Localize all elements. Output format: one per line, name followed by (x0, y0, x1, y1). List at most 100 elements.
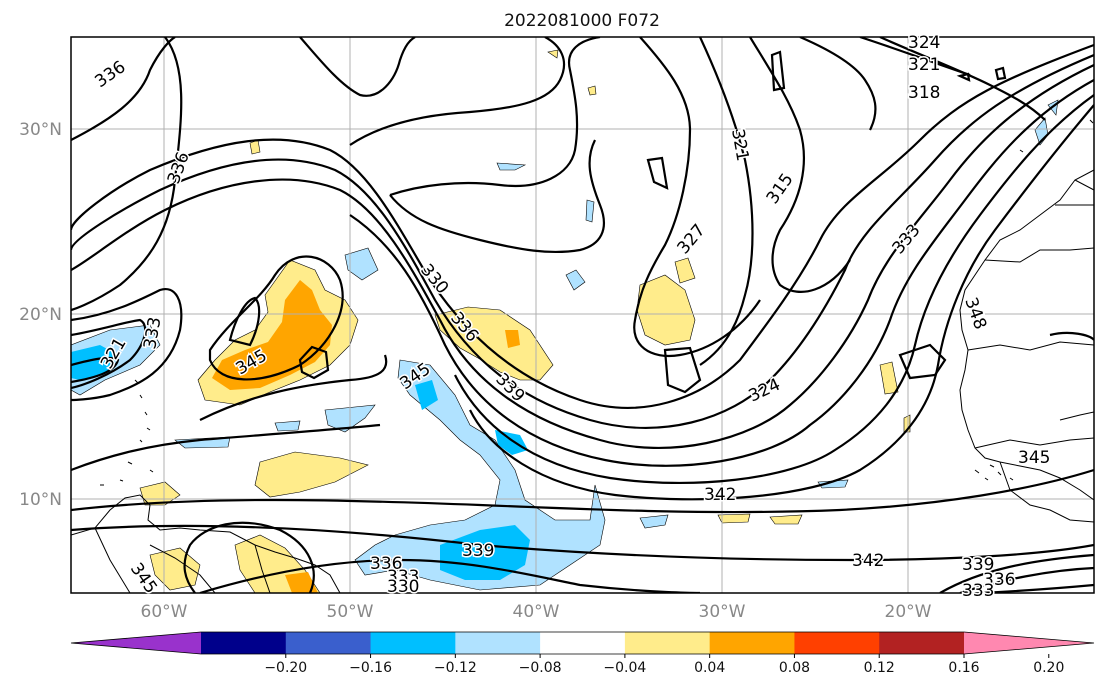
contour-line (959, 566, 1094, 593)
colorbar-segment (285, 632, 372, 654)
border-line (1074, 179, 1094, 191)
lat-tick-label: 10°N (19, 490, 62, 510)
colorbar-tick-label: 0.20 (1033, 660, 1064, 676)
shade-region (496, 162, 527, 171)
contour-line (939, 553, 1094, 593)
colorbar-segment (370, 632, 456, 654)
contour-line (71, 287, 183, 402)
colorbar-tick-label: 0.16 (948, 660, 979, 676)
border-line (967, 341, 1094, 351)
colorbar-tick-label: −0.16 (349, 660, 392, 676)
contour-line (71, 468, 1094, 514)
shade-region (565, 269, 586, 291)
coastline-south-america (71, 494, 341, 593)
contour-label: 318 (908, 83, 940, 103)
shade-region (769, 514, 803, 525)
contour-line (770, 50, 786, 92)
contour-line (71, 37, 183, 312)
colorbar-segment (709, 632, 795, 654)
colorbar-tick-labels: −0.20 −0.16 −0.12 −0.08 −0.04 0.04 0.08 0.12 0.1… (264, 654, 1064, 676)
shade-region (344, 247, 379, 281)
contour-line (389, 139, 605, 254)
lat-tick-label: 20°N (19, 305, 62, 325)
colorbar-tick-label: −0.04 (603, 660, 646, 676)
contour-line (389, 37, 601, 197)
contour-line (228, 296, 261, 347)
contour-line (298, 345, 330, 380)
shade-region (717, 513, 751, 524)
shade-region (254, 451, 369, 498)
contour-label: 345 (1018, 448, 1050, 468)
contour-line (799, 37, 877, 131)
contour-line (994, 66, 1007, 81)
contour-line (71, 423, 381, 472)
contour-line (749, 37, 851, 293)
contour-line (183, 521, 315, 593)
contour-label: 330 (387, 577, 419, 597)
colorbar-tick-label: 0.04 (694, 660, 725, 676)
border-line (149, 544, 216, 593)
colorbar-extend-low (71, 632, 201, 654)
contour-label: 336 (983, 570, 1015, 590)
contour-line (1049, 331, 1094, 341)
contour-line (71, 356, 120, 384)
shade-region (440, 525, 530, 580)
figure-title: 2022081000 F072 (504, 11, 660, 31)
contour-line (199, 558, 701, 593)
colorbar-tick-label: −0.12 (434, 660, 477, 676)
shade-region (285, 572, 318, 593)
contour-line (663, 346, 702, 394)
colorbar-tick-label: 0.12 (864, 660, 895, 676)
contour-line (71, 43, 1094, 409)
border-line (254, 544, 271, 593)
shade-region (585, 199, 595, 223)
map-frame (70, 36, 1095, 594)
lon-tick-label: 30°W (699, 602, 746, 622)
contour-line (349, 79, 1094, 467)
shade-region (587, 85, 597, 96)
island-chain (100, 379, 154, 486)
lon-tick-label: 20°W (885, 602, 932, 622)
colorbar-segment (540, 632, 626, 654)
lon-tick-label: 40°W (513, 602, 560, 622)
colorbar-outline (70, 631, 1095, 655)
border-line (1059, 411, 1094, 421)
contour-label: 321 (908, 55, 940, 75)
contour-line (299, 37, 416, 97)
colorbar-segment (455, 632, 541, 654)
colorbar-segment (879, 632, 965, 654)
colorbar-extend-high (964, 632, 1094, 654)
colorbar-segment (794, 632, 880, 654)
lat-tick-labels: 30°N 20°N 10°N (19, 120, 62, 510)
shade-region (636, 274, 696, 346)
contour-line (956, 72, 971, 82)
coastline-africa (959, 169, 1094, 501)
contour-line (349, 37, 566, 146)
lon-tick-label: 50°W (327, 602, 374, 622)
colorbar-segment (201, 632, 287, 654)
shade-region (547, 49, 559, 59)
lon-tick-label: 60°W (141, 602, 188, 622)
contour-lines (71, 37, 1094, 593)
colorbar-segments (70, 631, 1095, 655)
shaded-fields (71, 49, 1059, 593)
contour-line (199, 354, 388, 421)
colorbar-tick-label: −0.20 (264, 660, 307, 676)
contour-label: 336 (370, 554, 402, 574)
contour-label: 339 (462, 541, 494, 561)
shade-region (879, 361, 899, 395)
island-chain (974, 119, 1094, 481)
contour-line (208, 255, 344, 381)
contour-label: 333 (962, 581, 994, 601)
contour-label: 342 (704, 485, 736, 505)
contour-line (71, 524, 1094, 562)
colorbar: −0.20 −0.16 −0.12 −0.08 −0.04 0.04 0.08 0.12 0.1… (70, 631, 1095, 676)
contour-label: 324 (908, 33, 940, 53)
border-line (999, 461, 1094, 523)
contour-line (454, 94, 1094, 485)
lat-tick-label: 30°N (19, 120, 62, 140)
shade-region (674, 257, 696, 284)
contour-line (633, 37, 761, 358)
shade-region (505, 330, 520, 348)
shade-region (495, 430, 528, 455)
